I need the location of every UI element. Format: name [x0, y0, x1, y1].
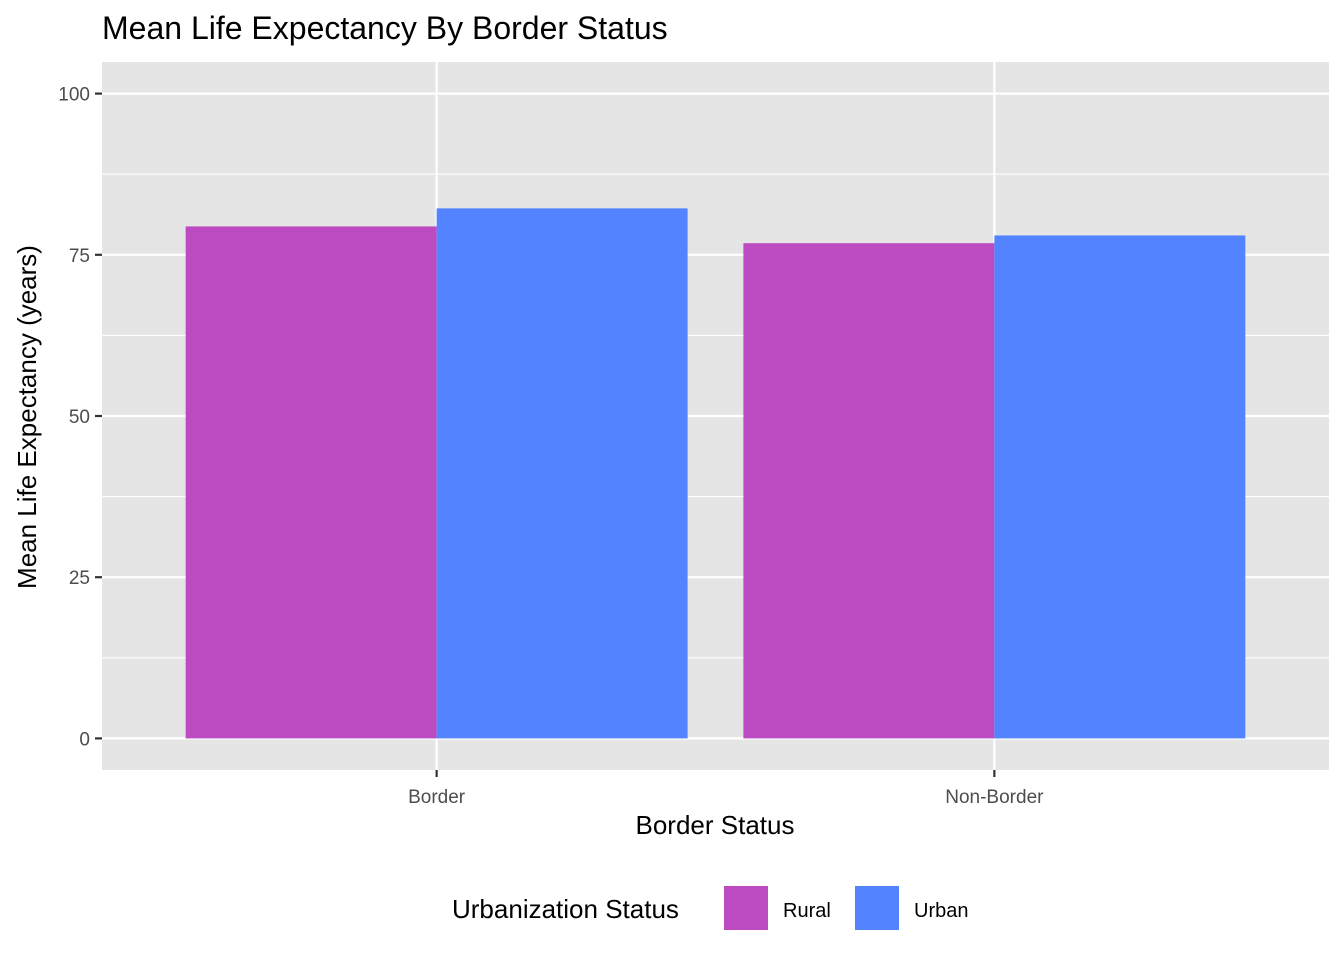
legend-key-rural	[724, 886, 768, 930]
chart-title: Mean Life Expectancy By Border Status	[102, 10, 668, 46]
x-tick-label: Border	[408, 787, 466, 808]
legend-label-urban: Urban	[914, 900, 968, 922]
bar-urban-non-border	[994, 235, 1246, 739]
y-axis-title: Mean Life Expectancy (years)	[12, 245, 42, 589]
x-axis: Border Non-Border	[408, 770, 1044, 808]
y-tick-label: 75	[69, 246, 90, 267]
legend-key-urban	[855, 886, 899, 930]
bar-rural-border	[185, 226, 437, 739]
bar-urban-border	[436, 208, 688, 739]
y-tick-label: 0	[79, 729, 90, 750]
y-tick-label: 100	[58, 85, 90, 106]
y-tick-label: 25	[69, 568, 90, 589]
y-tick-label: 50	[69, 407, 90, 428]
legend-title: Urbanization Status	[452, 894, 679, 924]
y-axis: 0 25 50 75 100	[58, 85, 102, 750]
legend-label-rural: Rural	[783, 900, 831, 922]
legend: Urbanization Status Rural Urban	[452, 886, 968, 930]
bars	[185, 208, 1246, 739]
bar-rural-non-border	[743, 243, 995, 739]
x-tick-label: Non-Border	[945, 787, 1044, 808]
x-axis-title: Border Status	[636, 810, 795, 840]
